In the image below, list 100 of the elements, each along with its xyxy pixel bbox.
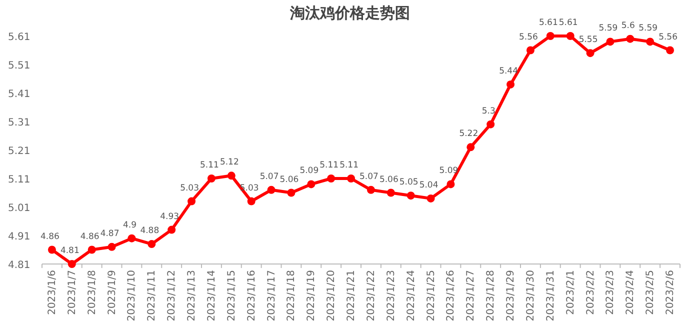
point (506, 80, 515, 88)
data-label: 5.07 (360, 172, 378, 182)
point (188, 197, 196, 206)
x-tick-label: 2023/1/7 (66, 270, 78, 315)
x-tick-label: 2023/2/4 (625, 270, 636, 315)
x-tick-label: 2023/1/21 (346, 270, 358, 322)
x-tick-label: 2023/2/5 (645, 270, 656, 315)
x-tick-label: 2023/2/1 (565, 270, 576, 315)
data-label: 5.06 (379, 174, 398, 185)
x-tick-label: 2023/2/6 (665, 270, 676, 315)
point (426, 194, 435, 202)
data-label: 4.88 (140, 226, 160, 236)
x-tick-label: 2023/1/10 (126, 270, 138, 322)
y-tick-label: 5.31 (8, 118, 30, 128)
x-tick-label: 2023/1/20 (326, 270, 338, 322)
point (68, 260, 76, 268)
data-label: 4.9 (122, 220, 136, 230)
x-tick-label: 2023/1/8 (86, 270, 98, 315)
point (466, 143, 475, 152)
point (48, 246, 56, 254)
data-label: 5.56 (658, 32, 678, 42)
x-tick-label: 2023/1/31 (545, 270, 556, 322)
point (128, 234, 136, 242)
data-label: 5.22 (459, 129, 478, 140)
data-label: 4.93 (160, 212, 180, 222)
data-label: 5.61 (538, 18, 558, 28)
data-label: 5.07 (260, 172, 279, 182)
x-tick-label: 2023/1/26 (446, 270, 457, 322)
point (646, 38, 654, 46)
point (327, 174, 336, 182)
y-tick-label: 4.81 (8, 260, 30, 271)
y-tick-label: 5.51 (8, 60, 30, 72)
point (168, 226, 176, 234)
point (347, 174, 356, 182)
data-label: 5.11 (340, 160, 358, 170)
point (606, 38, 614, 46)
point (446, 180, 455, 188)
data-label: 5.09 (300, 166, 319, 176)
x-tick-label: 2023/1/11 (146, 270, 158, 322)
x-tick-label: 2023/1/22 (366, 270, 377, 322)
data-label: 5.6 (621, 20, 635, 31)
point (307, 180, 316, 188)
point (546, 32, 554, 40)
point (566, 32, 574, 40)
data-label: 5.55 (578, 35, 598, 46)
data-label: 5.11 (200, 160, 219, 170)
x-tick-label: 2023/1/17 (266, 270, 278, 322)
x-tick-label: 2023/1/24 (406, 270, 417, 322)
x-tick-label: 2023/1/19 (306, 270, 318, 322)
data-label: 5.03 (180, 183, 199, 194)
point (526, 46, 534, 54)
x-tick-label: 2023/2/2 (585, 270, 596, 315)
x-tick-label: 2023/1/14 (206, 270, 218, 322)
data-label: 5.04 (419, 180, 438, 190)
x-tick-label: 2023/1/6 (46, 270, 58, 315)
data-label: 5.56 (519, 32, 538, 42)
point (366, 186, 375, 194)
data-label: 5.59 (638, 24, 658, 34)
x-tick-label: 2023/1/15 (226, 270, 238, 322)
chart-title: 淘汰鸡价格走势图 (289, 4, 410, 22)
point (267, 186, 276, 194)
point (586, 49, 594, 58)
data-label: 5.44 (499, 66, 518, 76)
data-label: 4.81 (60, 246, 80, 256)
x-tick-label: 2023/1/9 (106, 270, 118, 315)
data-label: 5.3 (482, 106, 496, 116)
x-tick-label: 2023/1/27 (466, 270, 477, 322)
point (207, 174, 216, 182)
data-label: 4.86 (40, 232, 60, 242)
x-tick-label: 2023/1/29 (506, 270, 517, 322)
data-label: 5.05 (399, 178, 418, 188)
point (486, 120, 495, 128)
x-tick-label: 2023/1/13 (186, 270, 198, 322)
point (287, 188, 296, 197)
point (247, 197, 256, 206)
y-tick-label: 5.11 (8, 174, 30, 186)
x-tick-label: 2023/1/18 (286, 270, 298, 322)
point (148, 240, 156, 248)
data-label: 5.61 (558, 18, 578, 28)
y-tick-label: 5.41 (8, 89, 30, 100)
point (386, 188, 395, 197)
data-label: 4.87 (100, 228, 120, 239)
x-tick-label: 2023/1/30 (525, 270, 536, 322)
x-tick-label: 2023/1/12 (166, 270, 178, 322)
data-label: 5.11 (320, 160, 339, 170)
y-tick-label: 5.21 (8, 146, 30, 157)
data-label: 5.06 (280, 174, 299, 185)
x-tick-label: 2023/1/25 (426, 270, 437, 322)
point (88, 246, 96, 254)
point (626, 34, 634, 43)
y-tick-label: 4.91 (8, 232, 30, 242)
x-tick-label: 2023/1/28 (486, 270, 497, 322)
data-label: 5.12 (220, 158, 239, 168)
x-tick-label: 2023/1/16 (246, 270, 258, 322)
point (406, 192, 415, 200)
point (108, 242, 116, 251)
x-tick-label: 2023/1/23 (386, 270, 397, 322)
y-tick-label: 5.61 (8, 32, 30, 43)
data-label: 5.59 (598, 24, 618, 34)
point (666, 46, 674, 54)
